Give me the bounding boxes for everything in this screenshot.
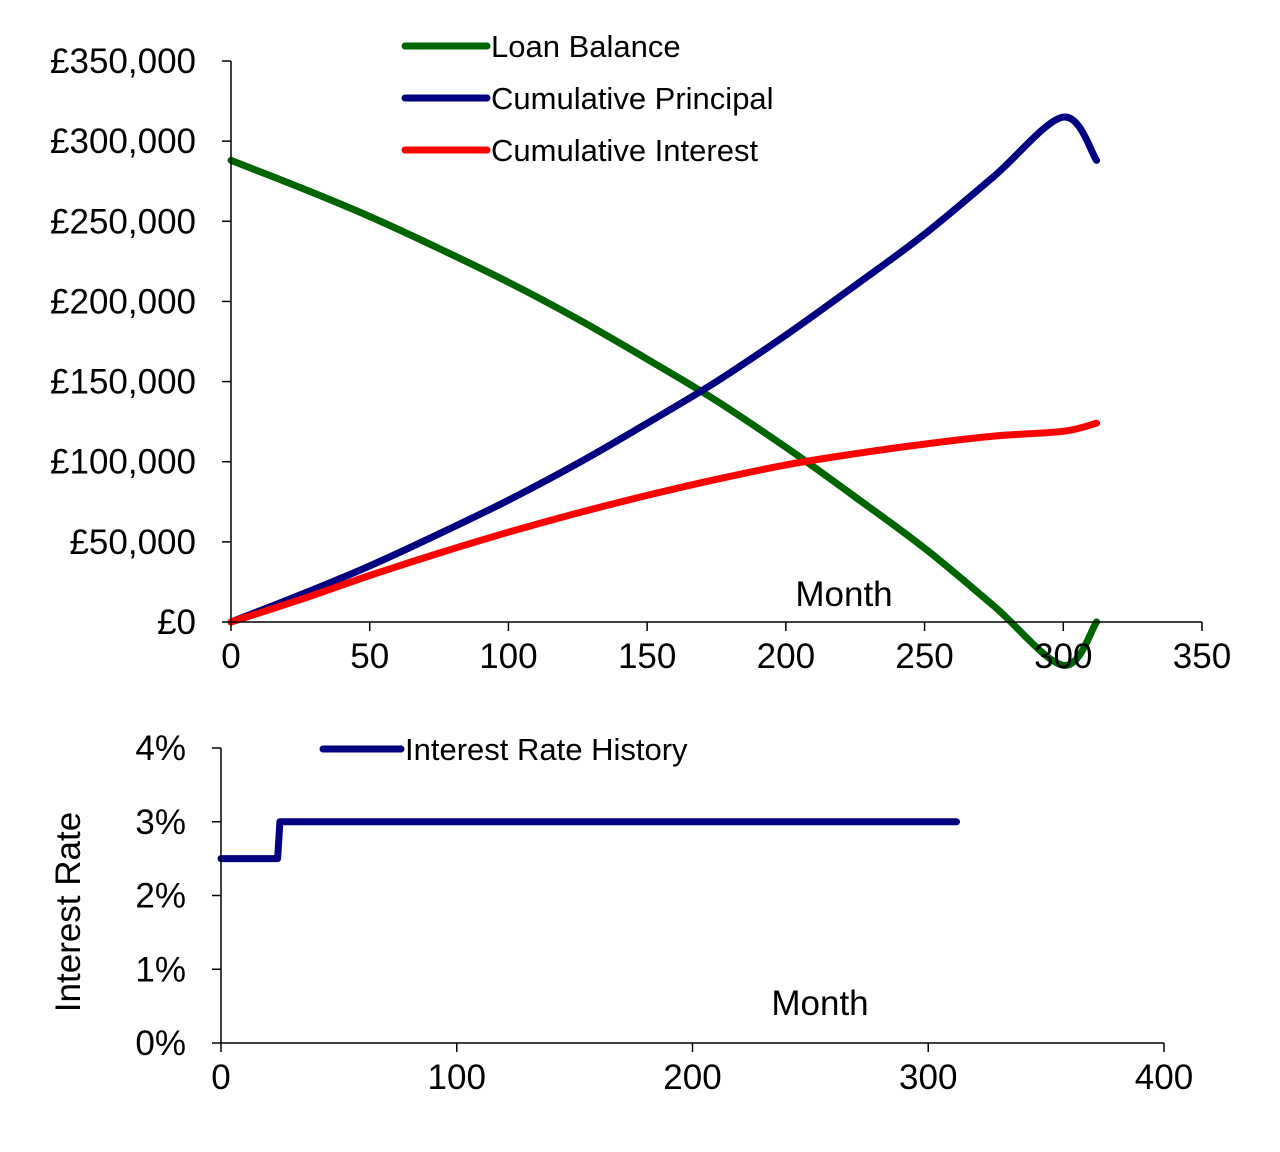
balance-chart-x-tick-label: 250 [895, 637, 953, 676]
balance-chart-x-tick-label: 100 [479, 637, 537, 676]
balance-chart-y-tick-label: £350,000 [50, 42, 196, 81]
balance-chart-y-tick-label: £150,000 [50, 363, 196, 402]
interest-rate-chart-x-tick-label: 100 [428, 1058, 486, 1097]
interest-rate-chart-x-tick-label: 300 [899, 1058, 957, 1097]
legend-label-interest-rate-history: Interest Rate History [405, 732, 688, 767]
interest-rate-chart: 0 100 200 300 400 0% 1% 2% 3% 4% Month Interest R… [49, 729, 1193, 1097]
interest-rate-chart-x-tick-label: 0 [211, 1058, 230, 1097]
balance-chart: 0 50 100 150 200 250 300 350 £0 £50,000 £100,000 £1… [50, 29, 1231, 676]
interest-rate-chart-y-tick-label: 2% [135, 877, 186, 916]
balance-chart-ticks: 0 50 100 150 200 250 300 350 £0 £50,000 £100,000 £1… [50, 42, 1231, 676]
interest-rate-chart-y-axis-title: Interest Rate [49, 812, 88, 1012]
interest-rate-chart-y-tick-label: 4% [135, 729, 186, 768]
legend-label-cumulative-principal: Cumulative Principal [491, 81, 774, 116]
balance-chart-y-tick-label: £0 [157, 603, 196, 642]
legend-label-loan-balance: Loan Balance [491, 29, 681, 64]
interest-rate-chart-series [217, 818, 960, 863]
balance-chart-series [227, 113, 1101, 669]
balance-chart-legend: Loan Balance Cumulative Principal Cumulati… [401, 29, 774, 168]
balance-chart-x-tick-label: 200 [757, 637, 815, 676]
balance-chart-y-tick-label: £50,000 [69, 523, 196, 562]
interest-rate-chart-axes [220, 748, 1164, 1044]
balance-chart-y-tick-label: £300,000 [50, 122, 196, 161]
balance-chart-x-tick-label: 350 [1173, 637, 1231, 676]
balance-chart-x-tick-label: 150 [618, 637, 676, 676]
interest-rate-chart-ticks: 0 100 200 300 400 0% 1% 2% 3% 4% [135, 729, 1193, 1097]
interest-rate-chart-x-tick-label: 400 [1135, 1058, 1193, 1097]
balance-chart-y-tick-label: £200,000 [50, 282, 196, 321]
balance-chart-x-tick-label: 0 [221, 637, 240, 676]
balance-chart-x-tick-label: 300 [1034, 637, 1092, 676]
balance-chart-x-tick-label: 50 [350, 637, 389, 676]
balance-chart-x-axis-title: Month [795, 575, 892, 614]
series-line-cumulative-interest [227, 419, 1101, 626]
balance-chart-axes [230, 61, 1202, 623]
interest-rate-chart-y-tick-label: 0% [135, 1024, 186, 1063]
balance-chart-y-tick-label: £100,000 [50, 443, 196, 482]
series-line-cumulative-principal [227, 113, 1101, 626]
balance-chart-y-tick-label: £250,000 [50, 202, 196, 241]
legend-label-cumulative-interest: Cumulative Interest [491, 133, 758, 168]
interest-rate-chart-x-tick-label: 200 [663, 1058, 721, 1097]
series-line-interest-rate-history [217, 818, 960, 863]
interest-rate-chart-y-tick-label: 3% [135, 803, 186, 842]
interest-rate-chart-y-tick-label: 1% [135, 950, 186, 989]
interest-rate-chart-legend: Interest Rate History [319, 732, 688, 767]
interest-rate-chart-x-axis-title: Month [771, 984, 868, 1023]
